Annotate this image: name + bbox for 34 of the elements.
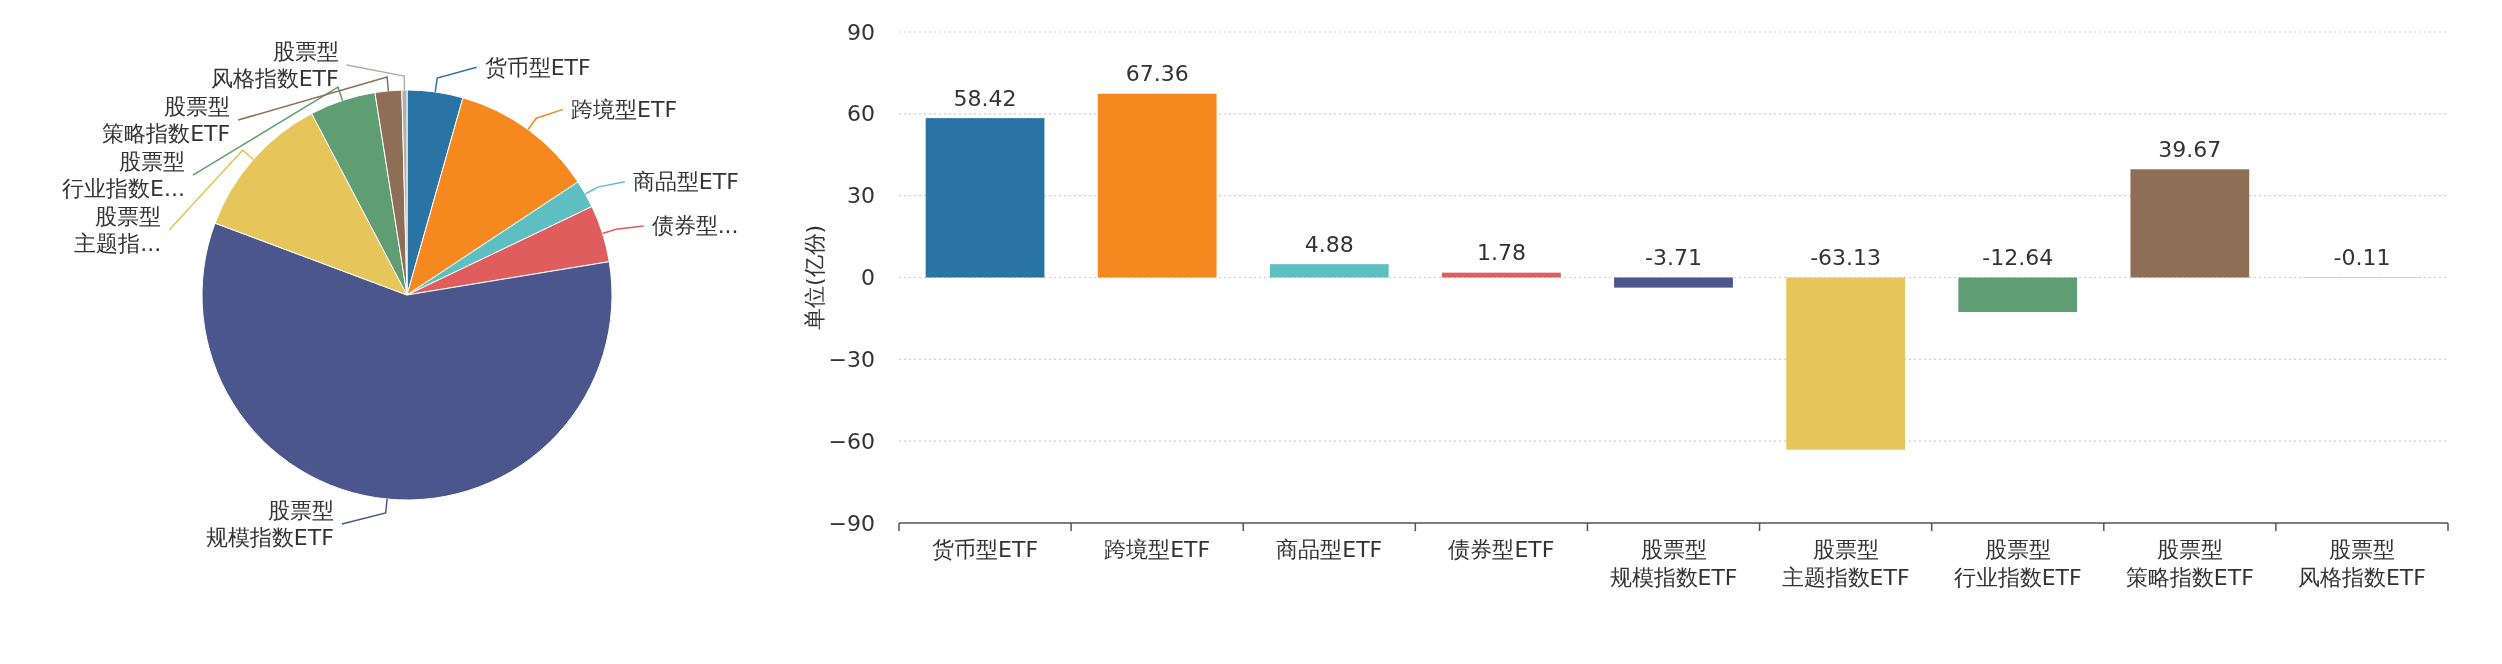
y-tick-label: −30 (828, 346, 875, 372)
x-tick-label: 跨境型ETF (1104, 536, 1211, 562)
y-tick-label: 0 (861, 265, 875, 290)
x-tick-label: 商品型ETF (1276, 536, 1383, 562)
data-label: 58.42 (953, 85, 1017, 111)
y-tick-label: 30 (847, 183, 875, 209)
slice-label: 跨境型ETF (571, 96, 678, 122)
data-label: 39.67 (2158, 136, 2222, 162)
y-tick-label: −90 (828, 510, 875, 536)
x-tick-label: 股票型风格指数ETF (2297, 536, 2426, 590)
y-tick-label: −60 (828, 428, 875, 454)
data-label: -0.11 (2333, 245, 2391, 270)
y-tick-label: 60 (847, 101, 875, 127)
slice-label: 股票型行业指数E... (62, 149, 185, 202)
x-tick-label: 股票型主题指数ETF (1781, 536, 1910, 590)
data-label: -63.13 (1810, 245, 1882, 270)
x-tick-label: 货币型ETF (932, 536, 1039, 562)
data-label: 67.36 (1125, 61, 1189, 87)
x-tick-label: 债券型ETF (1448, 536, 1555, 562)
x-tick-label: 股票型行业指数ETF (1953, 536, 2082, 590)
x-tick-label: 股票型策略指数ETF (2125, 536, 2254, 590)
slice-label: 债券型... (651, 213, 739, 239)
slice-label: 商品型ETF (632, 169, 739, 195)
slice-label: 货币型ETF (484, 54, 591, 80)
slice-label: 股票型主题指... (74, 204, 162, 257)
data-label: -12.64 (1982, 245, 2054, 270)
data-label: 4.88 (1304, 231, 1354, 257)
y-tick-label: 90 (847, 19, 875, 45)
data-label: -3.71 (1645, 245, 1702, 270)
data-label: 1.78 (1476, 240, 1526, 266)
slice-label: 股票型策略指数ETF (102, 94, 231, 147)
y-axis-title: 单位(亿份) (801, 224, 827, 331)
x-tick-label: 股票型规模指数ETF (1609, 536, 1738, 590)
slice-label: 股票型风格指数ETF (210, 39, 339, 92)
